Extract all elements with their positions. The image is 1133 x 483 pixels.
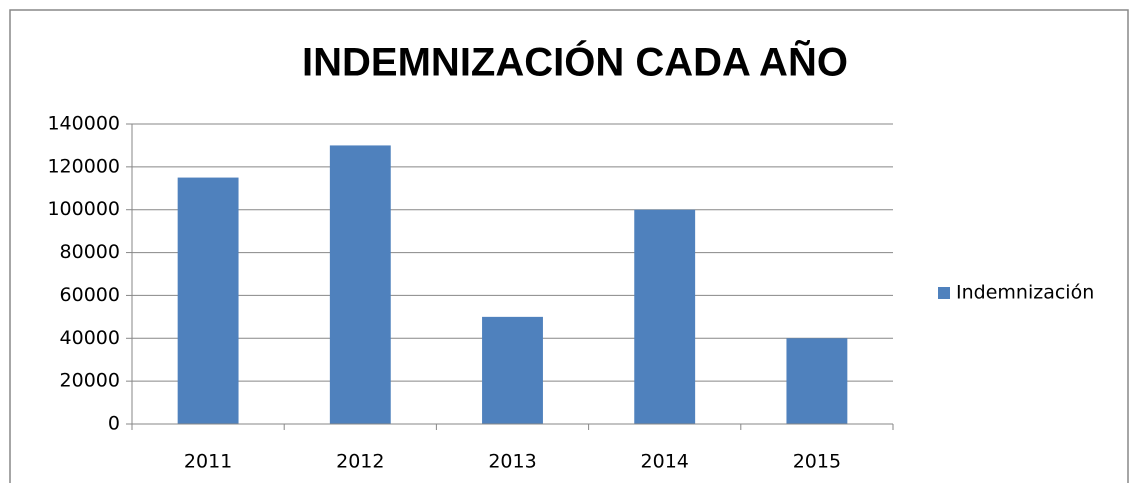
x-tick-label: 2012 xyxy=(336,451,384,473)
bar xyxy=(634,209,696,424)
y-tick-label: 80000 xyxy=(60,241,120,263)
y-tick-label: 0 xyxy=(108,413,120,435)
legend-label: Indemnización xyxy=(956,282,1094,304)
y-tick-label: 120000 xyxy=(47,155,120,177)
chart-title: INDEMNIZACIÓN CADA AÑO xyxy=(302,39,848,85)
x-tick-label: 2015 xyxy=(793,451,841,473)
bar xyxy=(329,145,391,424)
y-tick-label: 140000 xyxy=(47,113,120,135)
bar xyxy=(482,316,543,424)
y-tick-label: 20000 xyxy=(60,370,120,392)
y-tick-label: 100000 xyxy=(47,198,120,220)
legend-swatch xyxy=(938,287,950,299)
x-tick-label: 2013 xyxy=(488,451,536,473)
bar xyxy=(177,177,239,424)
y-tick-label: 40000 xyxy=(60,327,120,349)
y-tick-label: 60000 xyxy=(60,284,120,306)
bar xyxy=(786,338,848,424)
x-tick-label: 2014 xyxy=(641,451,689,473)
x-tick-label: 2011 xyxy=(184,451,232,473)
